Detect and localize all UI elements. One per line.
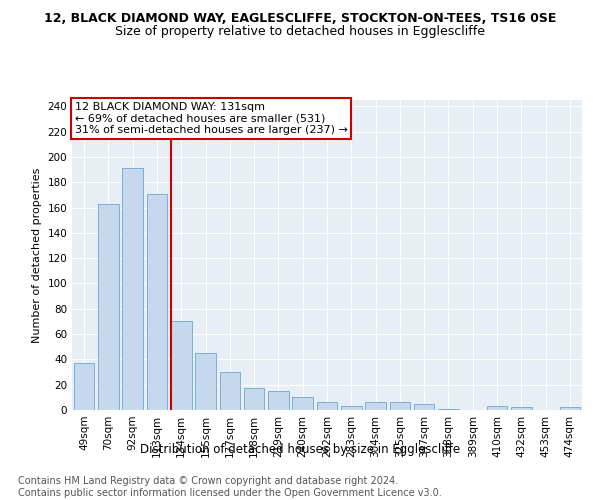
Text: 12 BLACK DIAMOND WAY: 131sqm
← 69% of detached houses are smaller (531)
31% of s: 12 BLACK DIAMOND WAY: 131sqm ← 69% of de… (74, 102, 347, 134)
Bar (268, 391, 289, 410)
Text: 12, BLACK DIAMOND WAY, EAGLESCLIFFE, STOCKTON-ON-TEES, TS16 0SE: 12, BLACK DIAMOND WAY, EAGLESCLIFFE, STO… (44, 12, 556, 26)
Bar (146, 194, 167, 410)
Bar (195, 353, 216, 410)
Bar (365, 402, 386, 410)
Bar (220, 372, 240, 410)
Bar (511, 408, 532, 410)
Bar (560, 408, 580, 410)
Text: Distribution of detached houses by size in Egglescliffe: Distribution of detached houses by size … (140, 442, 460, 456)
Bar (171, 322, 191, 410)
Bar (341, 406, 362, 410)
Bar (74, 363, 94, 410)
Bar (292, 398, 313, 410)
Bar (487, 406, 508, 410)
Bar (389, 402, 410, 410)
Y-axis label: Number of detached properties: Number of detached properties (32, 168, 42, 342)
Bar (98, 204, 119, 410)
Text: Size of property relative to detached houses in Egglescliffe: Size of property relative to detached ho… (115, 25, 485, 38)
Bar (122, 168, 143, 410)
Bar (438, 408, 459, 410)
Text: Contains HM Land Registry data © Crown copyright and database right 2024.
Contai: Contains HM Land Registry data © Crown c… (18, 476, 442, 498)
Bar (317, 402, 337, 410)
Bar (244, 388, 265, 410)
Bar (414, 404, 434, 410)
